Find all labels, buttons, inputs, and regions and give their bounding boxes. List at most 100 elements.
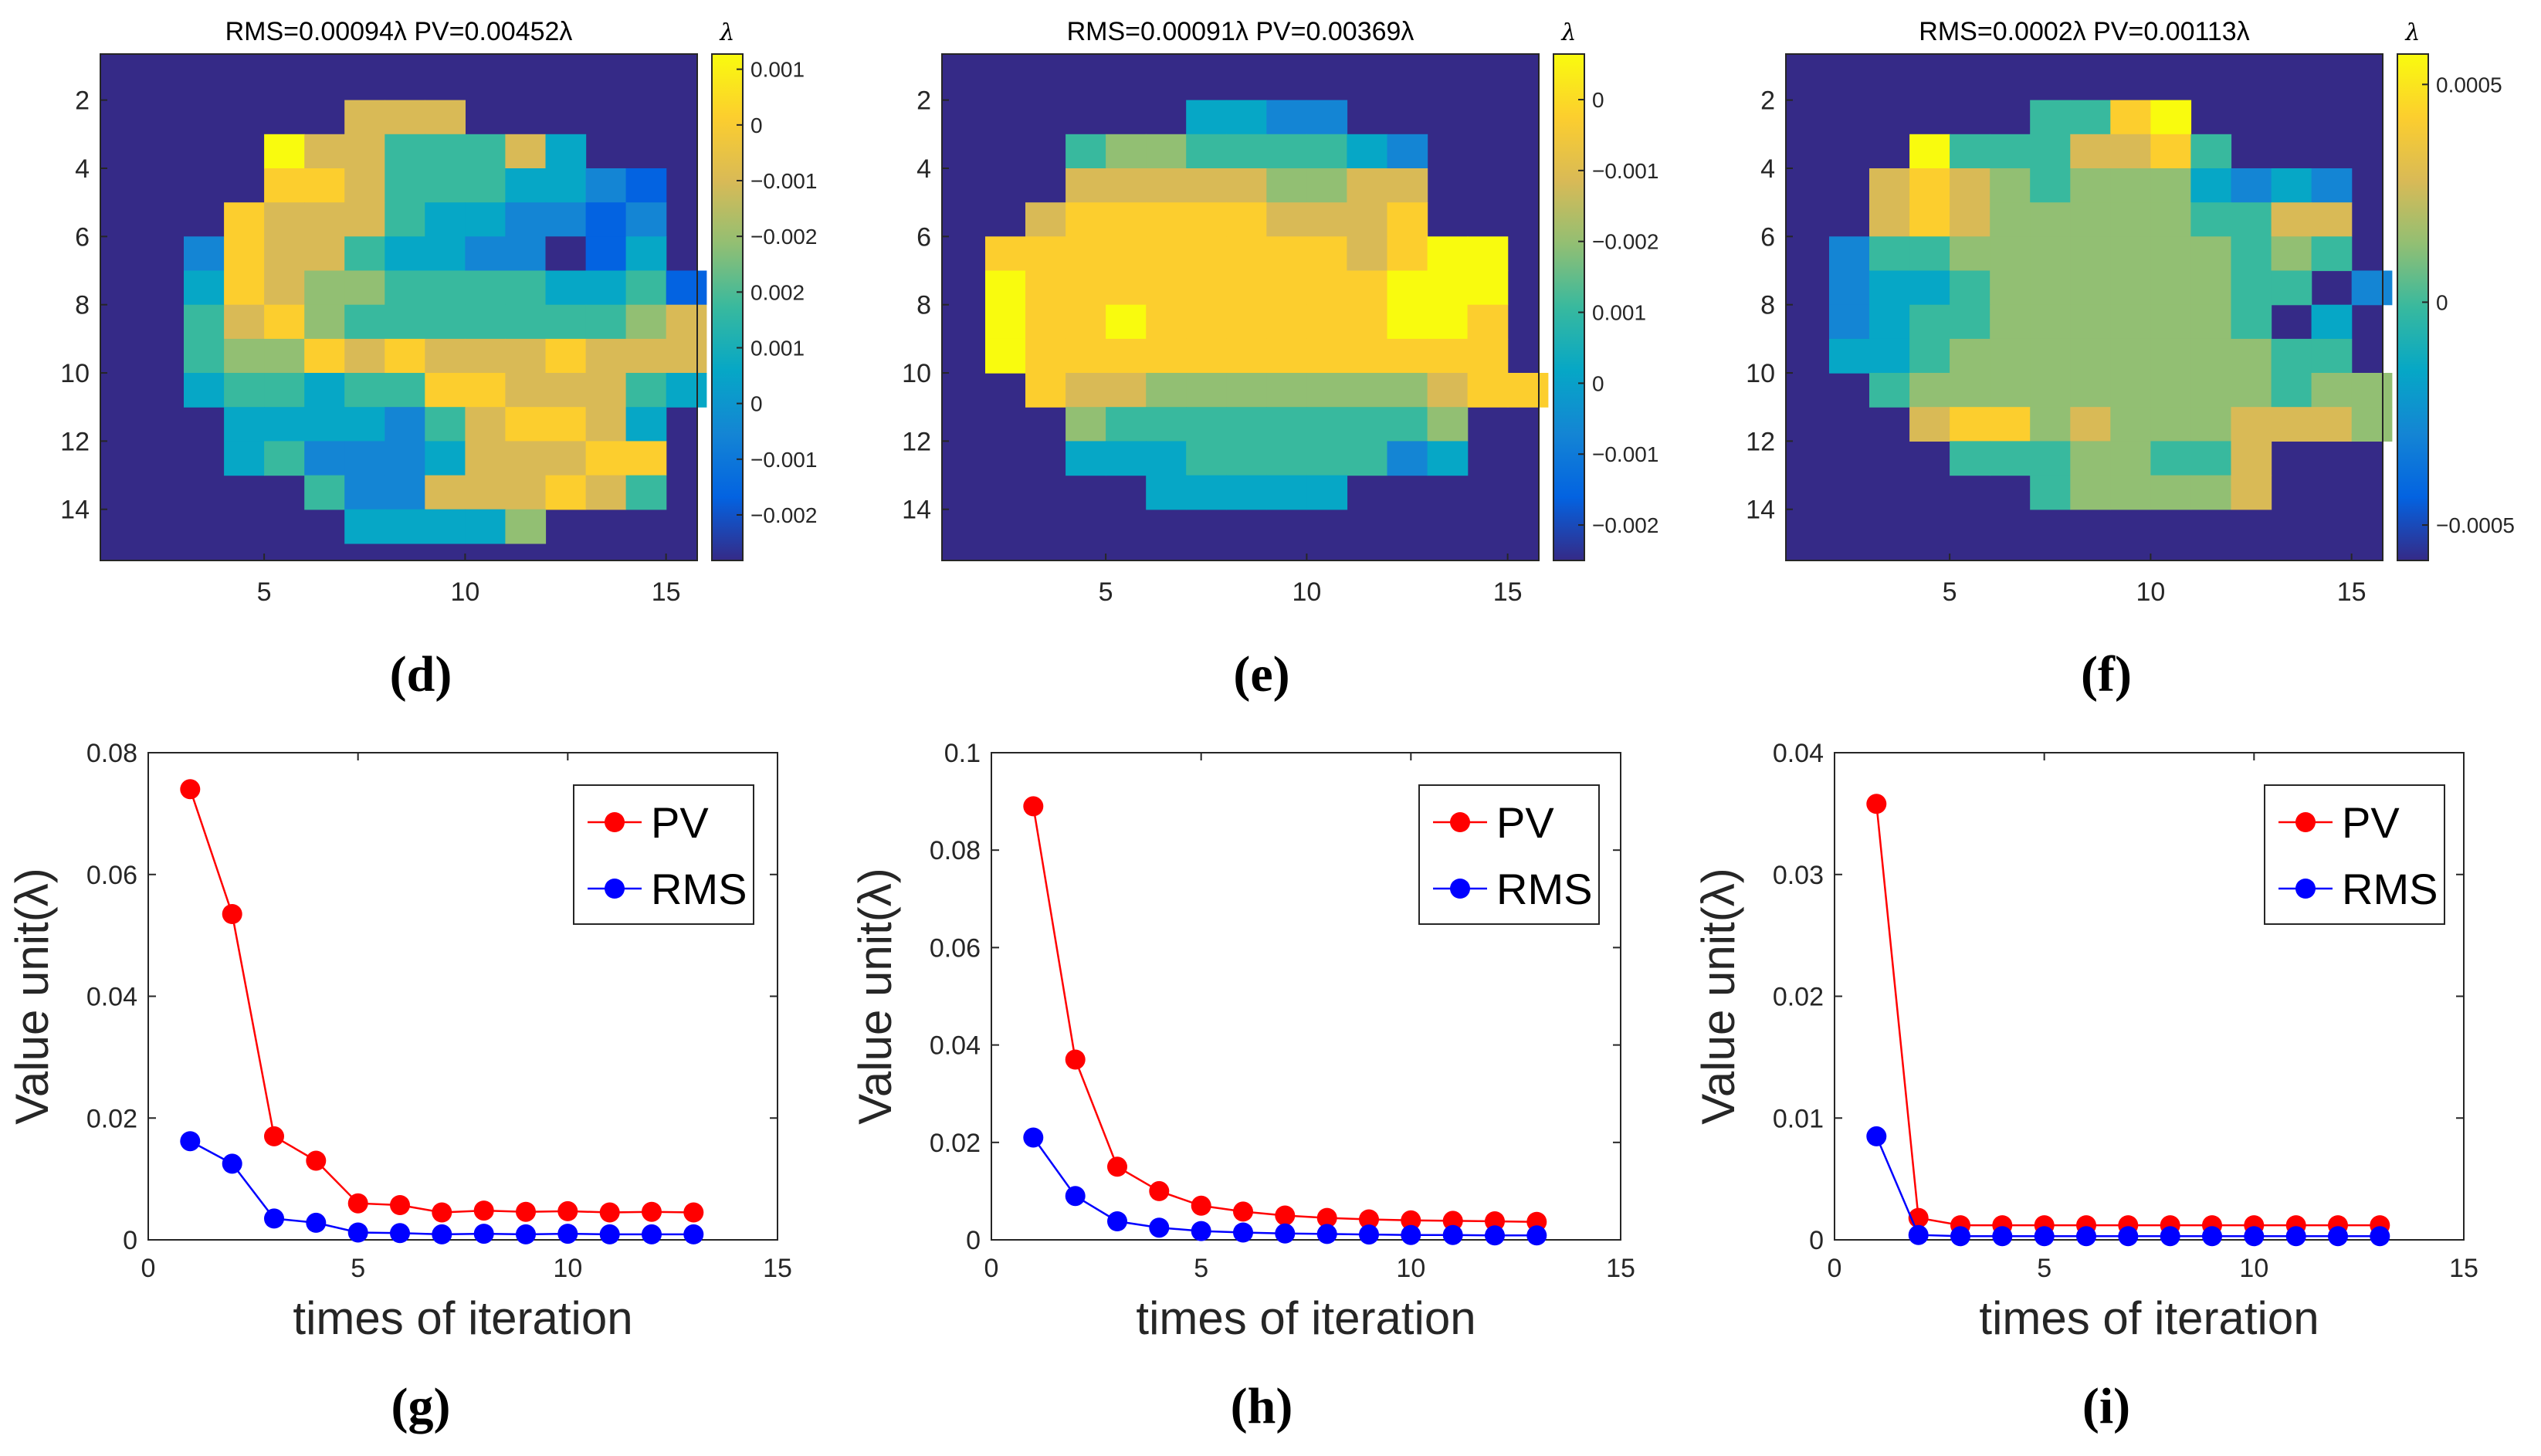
x-tick-label: 15 [652,577,681,607]
heatmap-cell [1467,304,1509,340]
data-point-rms [1950,1226,1970,1247]
heatmap-cell [1387,441,1428,476]
heatmap-cell [2351,270,2393,306]
heatmap-cell [1950,236,1990,272]
heatmap-cell [2190,236,2232,272]
panel-label: (f) [2081,646,2132,703]
y-tick-label: 0 [123,1226,137,1255]
y-tick-label: 0.02 [1773,983,1824,1012]
heatmap-cell [1226,202,1267,237]
heatmap-cell [1186,338,1227,374]
heatmap-cell [184,236,225,272]
heatmap-cell [1066,270,1106,306]
heatmap-cell [1909,134,1950,169]
heatmap-title: RMS=0.0002λ PV=0.00113λ [1919,17,2249,46]
heatmap-cell [2070,373,2111,408]
heatmap-cell [1226,338,1267,374]
heatmap-cell [1387,373,1428,408]
heatmap-cell [2150,100,2192,135]
heatmap-frame [100,53,698,561]
heatmap-frame [1785,53,2383,561]
heatmap-cell [1909,236,1950,272]
heatmap-cell [1347,407,1388,442]
heatmap-cell [1467,338,1509,374]
heatmap-cell [304,304,345,340]
heatmap-cell [585,441,627,476]
heatmap-cell [425,373,466,408]
data-point-rms [599,1224,620,1244]
heatmap-cell [585,304,627,340]
data-point-pv [347,1193,368,1214]
heatmap-cell [1025,270,1066,306]
heatmap-cell [465,304,507,340]
heatmap-cell [1186,202,1227,237]
heatmap-cell [465,441,507,476]
heatmap-cell [425,509,466,544]
heatmap-cell [505,304,547,340]
y-tick-label: 8 [1760,291,1775,320]
y-tick-label: 14 [902,496,931,525]
heatmap-cell [1829,304,1870,340]
heatmap-cell [1106,202,1147,237]
colorbar-tick-label: −0.002 [750,225,817,249]
data-point-pv [1442,1211,1463,1231]
heatmap-cell [2110,134,2151,169]
x-tick-label: 10 [450,577,479,607]
heatmap-cell [985,270,1026,306]
data-point-rms [516,1224,536,1244]
heatmap-cell [465,338,507,374]
heatmap-cell [2150,441,2192,476]
heatmap-panel-d: RMS=0.00094λ PV=0.00452λ 2 4 6 8 10 12 14 5 10 15 λ… [60,17,817,607]
heatmap-cell [625,475,667,510]
heatmap-cell [505,509,547,544]
heatmap-cell [2190,168,2232,203]
heatmap-cell [1266,407,1307,442]
colorbar-unit-label: λ [1560,19,1576,46]
heatmap-cell [1266,202,1307,237]
data-point-pv [1191,1195,1211,1216]
heatmap-cell [1950,134,1990,169]
heatmap-cell [1266,134,1307,169]
panel-label: (g) [391,1378,451,1434]
heatmap-cell [2110,338,2151,374]
heatmap-cell [1306,100,1348,135]
legend-label-rms: RMS [2342,865,2438,913]
heatmap-cell [385,407,425,442]
heatmap-cell [2070,475,2111,510]
heatmap-cell [2351,373,2393,408]
data-point-pv [1485,1211,1505,1231]
colorbar-unit-label: λ [2404,19,2420,46]
heatmap-cell [545,270,587,306]
data-point-rms [1866,1126,1887,1146]
heatmap-cell [1025,338,1066,374]
x-tick-label: 5 [1194,1254,1208,1283]
data-point-rms [1526,1225,1547,1246]
colorbar-tick-label: −0.001 [1592,159,1658,183]
x-tick-label: 0 [141,1254,156,1283]
heatmap-cell [1186,134,1227,169]
heatmap-cell [585,236,627,272]
heatmap-cell [264,134,305,169]
heatmap-cell [2070,441,2111,476]
heatmap-cell [2150,202,2192,237]
heatmap-cell [2311,338,2353,374]
heatmap-cell [425,100,466,135]
heatmap-cell [1387,236,1428,272]
legend-box [1418,784,1600,925]
y-tick-label: 8 [75,291,90,320]
data-point-pv [1107,1156,1127,1177]
heatmap-cell [1025,236,1066,272]
heatmap-cell [2030,338,2071,374]
data-point-pv [1023,796,1044,817]
heatmap-cell [1066,373,1106,408]
heatmap-cell [224,407,265,442]
heatmap-cell [1266,236,1307,272]
data-point-rms [1107,1211,1127,1231]
heatmap-cell [985,338,1026,374]
y-tick-label: 10 [902,359,931,388]
heatmap-cell [465,202,507,237]
x-axis-label: times of iteration [293,1292,632,1344]
heatmap-cell [1427,407,1469,442]
heatmap-cell [224,373,265,408]
heatmap-cell [1266,338,1307,374]
